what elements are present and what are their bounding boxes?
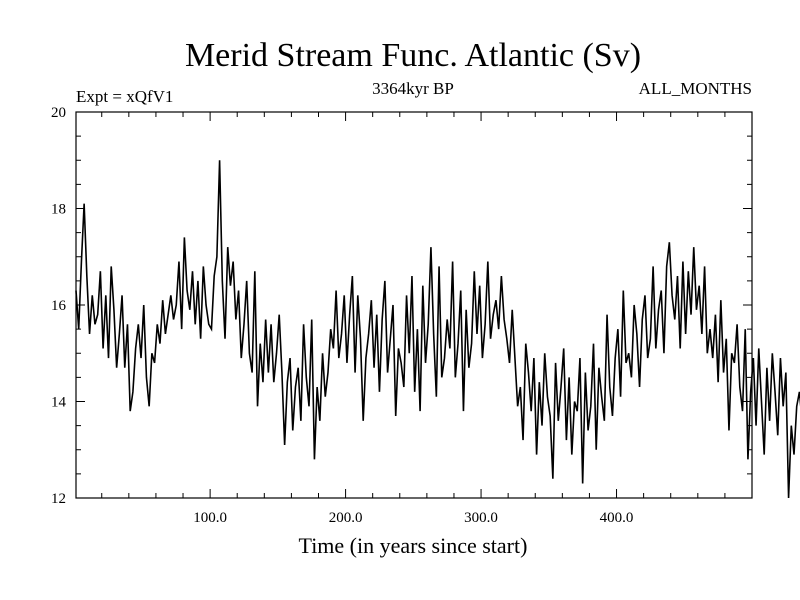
- chart-title: Merid Stream Func. Atlantic (Sv): [185, 37, 641, 74]
- x-tick-label: 200.0: [329, 510, 363, 526]
- x-tick-label: 400.0: [600, 510, 634, 526]
- y-tick-label: 14: [51, 395, 67, 411]
- y-tick-label: 12: [51, 491, 66, 507]
- experiment-label: Expt = xQfV1: [76, 87, 173, 106]
- y-tick-label: 20: [51, 105, 66, 121]
- x-tick-label: 300.0: [464, 510, 498, 526]
- y-tick-label: 16: [51, 298, 67, 314]
- period-label: 3364kyr BP: [372, 79, 454, 98]
- season-label: ALL_MONTHS: [639, 79, 752, 98]
- x-axis-label: Time (in years since start): [299, 533, 528, 558]
- series-line-0: [75, 160, 800, 499]
- plot-frame: [75, 111, 753, 499]
- y-tick-label: 18: [51, 202, 66, 218]
- x-tick-label: 100.0: [193, 510, 227, 526]
